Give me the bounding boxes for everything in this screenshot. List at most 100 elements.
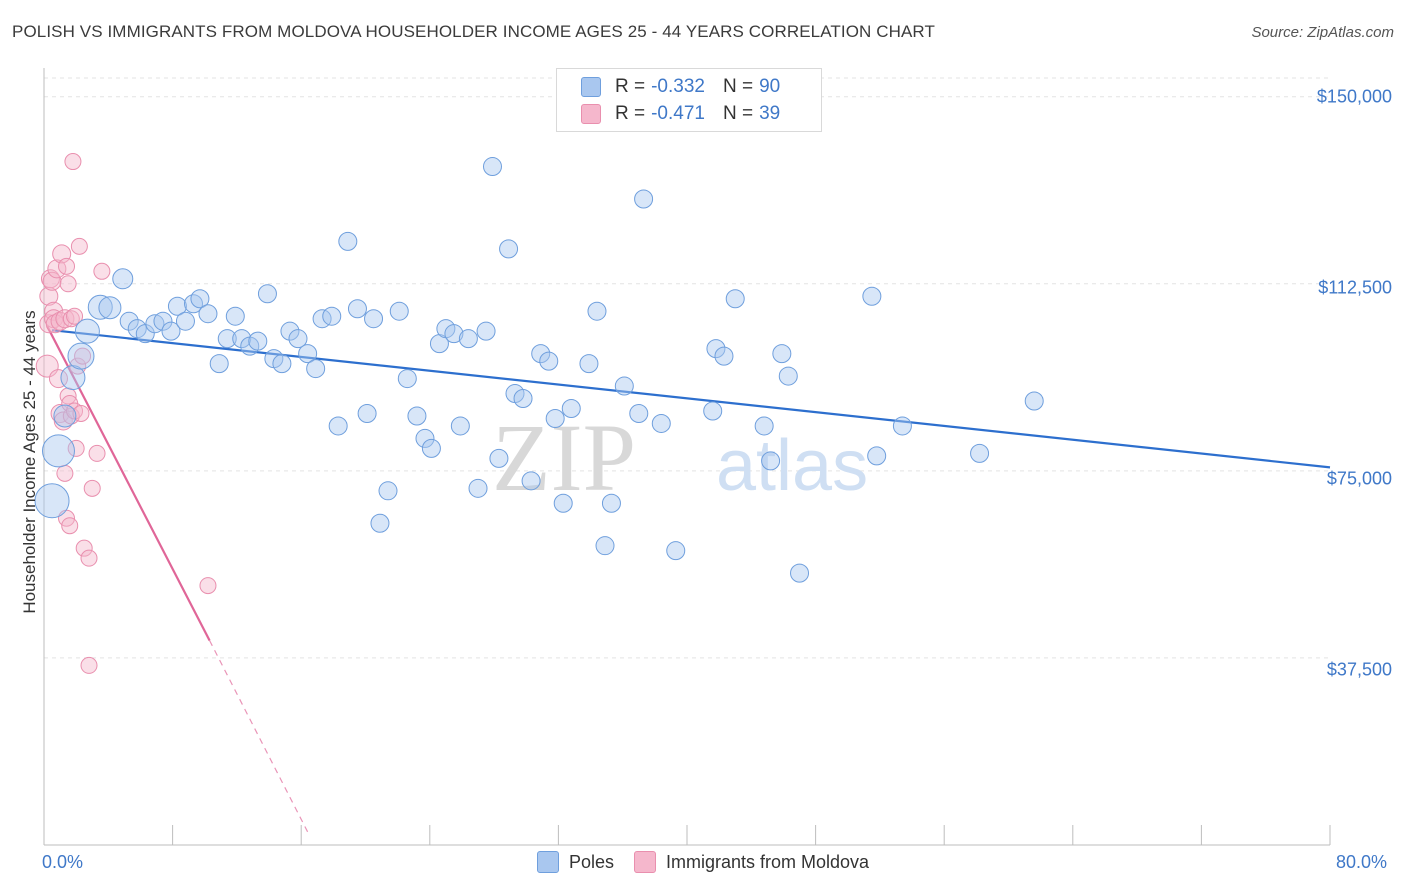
legend-label-moldova: Immigrants from Moldova: [665, 851, 870, 872]
poles-point: [595, 536, 615, 556]
moldova-point: [56, 464, 74, 482]
moldova-point: [55, 309, 75, 329]
legend-swatch-moldova: [633, 851, 656, 873]
data-points: [34, 153, 1044, 674]
poles-point: [135, 324, 155, 344]
poles-point: [579, 354, 599, 374]
poles-point: [370, 513, 390, 533]
moldova-point: [88, 444, 106, 462]
poles-point: [725, 289, 745, 309]
poles-point: [513, 389, 533, 409]
moldova-point: [64, 153, 82, 171]
moldova-point: [62, 310, 80, 328]
axes: [43, 68, 1331, 846]
poles-point: [892, 416, 912, 436]
poles-point: [389, 301, 409, 321]
r-value: -0.471: [651, 103, 705, 124]
poles-point: [225, 306, 245, 326]
moldova-trend-extension: [209, 640, 310, 836]
series-legend: Poles Immigrants from Moldova: [0, 851, 1406, 873]
moldova-point: [50, 311, 70, 331]
poles-point: [60, 365, 86, 391]
poles-point: [338, 231, 358, 251]
poles-point: [167, 296, 187, 316]
poles-point: [112, 268, 134, 290]
y-tick-label: $75,000: [1326, 468, 1392, 489]
poles-point: [545, 408, 565, 428]
poles-point: [458, 329, 478, 349]
moldova-point: [70, 237, 88, 255]
poles-point: [489, 448, 509, 468]
poles-point: [629, 403, 649, 423]
stats-row-poles: R = -0.332 N = 90: [581, 74, 780, 100]
trend-lines: [46, 325, 1331, 836]
n-label: N =: [722, 76, 754, 97]
poles-point: [444, 324, 464, 344]
poles-point: [970, 443, 990, 463]
n-value: 39: [759, 103, 781, 124]
poles-point: [357, 403, 377, 423]
poles-point: [450, 416, 470, 436]
poles-point: [634, 189, 654, 209]
poles-point: [145, 314, 165, 334]
watermark-atlas: atlas: [716, 426, 868, 506]
poles-point: [280, 321, 300, 341]
poles-point: [1024, 391, 1044, 411]
legend-item-moldova[interactable]: Immigrants from Moldova: [633, 851, 870, 873]
n-value: 90: [759, 76, 781, 97]
moldova-point: [61, 517, 79, 535]
y-axis-label: Householder Income Ages 25 - 44 years: [20, 310, 39, 614]
moldova-swatch: [581, 104, 601, 124]
moldova-point: [44, 301, 64, 321]
moldova-trend-line: [46, 325, 211, 641]
poles-point: [601, 493, 621, 513]
moldova-point: [93, 262, 111, 280]
x-tick-label-min: 0.0%: [42, 852, 84, 872]
poles-point: [74, 318, 100, 344]
poles-point: [651, 413, 671, 433]
poles-point: [183, 294, 203, 314]
poles-point: [714, 346, 734, 366]
poles-point: [322, 306, 342, 326]
poles-point: [119, 311, 139, 331]
poles-point: [217, 329, 237, 349]
poles-point: [862, 286, 882, 306]
r-value: -0.332: [651, 76, 705, 97]
poles-point: [257, 284, 277, 304]
poles-point: [378, 481, 398, 501]
poles-point: [790, 563, 810, 583]
poles-point: [421, 438, 441, 458]
poles-point: [703, 401, 723, 421]
legend-item-poles[interactable]: Poles: [536, 851, 614, 873]
poles-point: [666, 541, 686, 561]
poles-point: [175, 311, 195, 331]
moldova-point: [67, 439, 85, 457]
poles-point: [198, 304, 218, 324]
poles-point: [272, 354, 292, 374]
chart-title: POLISH VS IMMIGRANTS FROM MOLDOVA HOUSEH…: [12, 22, 935, 41]
r-label: R =: [615, 103, 646, 124]
poles-point: [98, 296, 122, 320]
poles-point: [482, 157, 502, 177]
poles-point: [553, 493, 573, 513]
poles-point: [288, 329, 308, 349]
poles-point: [476, 321, 496, 341]
poles-point: [153, 311, 173, 331]
poles-point: [587, 301, 607, 321]
poles-point: [754, 416, 774, 436]
poles-point: [248, 331, 268, 351]
n-label: N =: [722, 103, 754, 124]
moldova-point: [45, 314, 65, 334]
poles-point: [298, 344, 318, 364]
poles-point: [539, 351, 559, 371]
y-tick-label: $112,500: [1318, 277, 1392, 298]
moldova-point: [83, 479, 101, 497]
poles-point: [415, 428, 435, 448]
chart-source: Source: ZipAtlas.com: [1251, 24, 1394, 41]
poles-point: [407, 406, 427, 426]
poles-point: [328, 416, 348, 436]
poles-point: [761, 451, 781, 471]
y-tick-label: $37,500: [1326, 659, 1392, 680]
poles-point: [561, 398, 581, 418]
watermark: ZIP atlas: [492, 404, 868, 511]
